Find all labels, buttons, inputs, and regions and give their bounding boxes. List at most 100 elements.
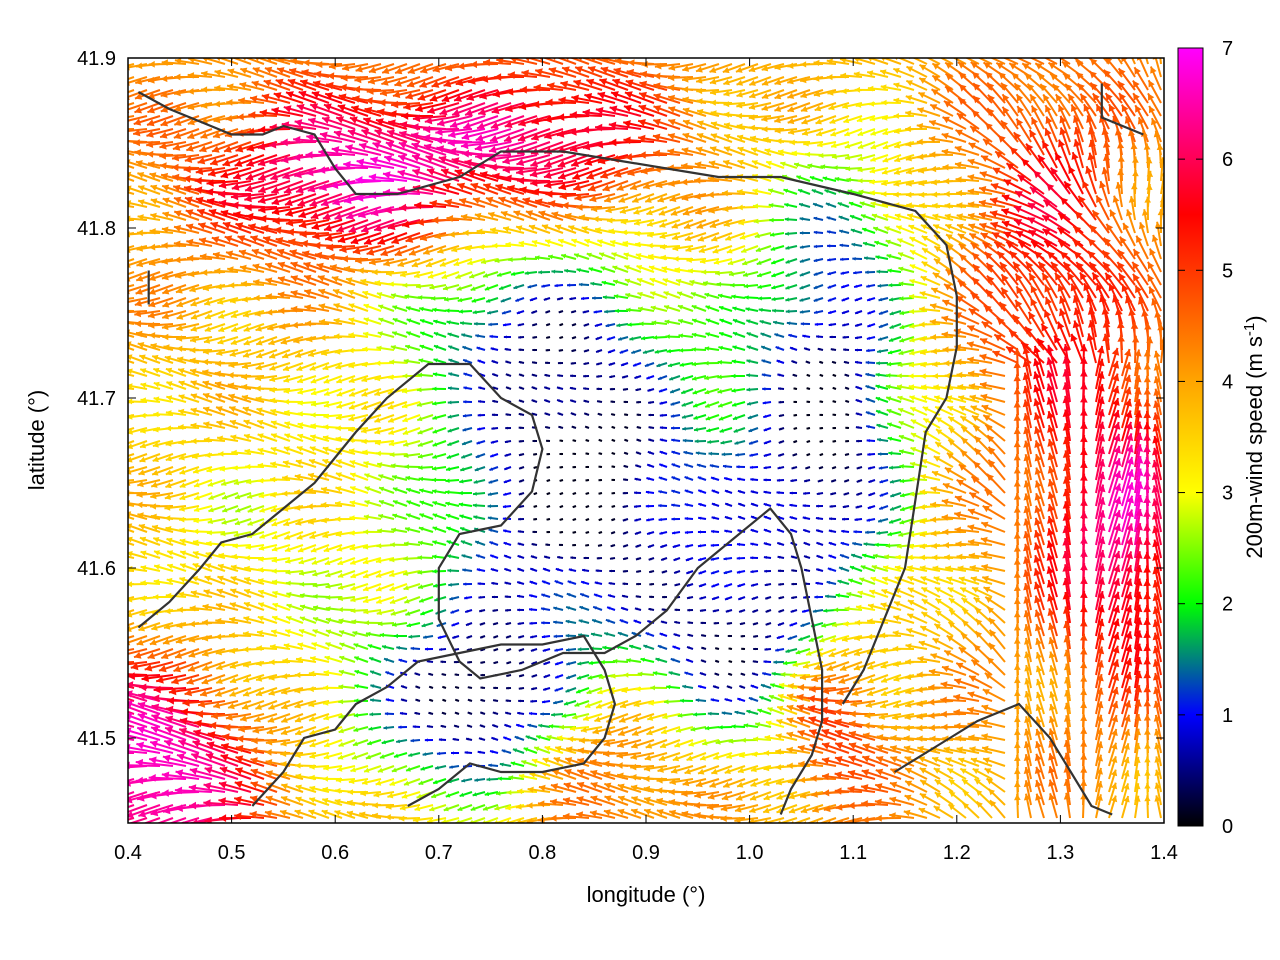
wind-arrow-head [724,133,731,140]
wind-arrow-head [805,151,811,158]
wind-arrow-head [454,169,463,177]
wind-arrow-head [1027,83,1035,91]
wind-arrow-head [273,92,282,100]
wind-arrow-head [194,176,202,185]
wind-arrow-head [681,194,689,202]
wind-arrow-head [183,175,191,183]
wind-arrow-head [943,178,950,185]
wind-arrow-head [857,155,864,161]
wind-arrow-head [625,79,634,87]
wind-arrow-head [464,159,472,167]
wind-arrow-head [455,78,464,87]
wind-arrow-head [774,127,781,134]
wind-arrow-head [618,196,626,203]
wind-arrow-head [1034,52,1041,58]
wind-arrow-head [780,161,786,167]
wind-arrow-head [376,118,384,126]
wind-arrow-head [1083,104,1091,112]
wind-arrow-head [1048,50,1055,57]
wind-arrow-head [1087,127,1096,135]
wind-arrow-head [1121,104,1129,113]
wind-arrow-head [174,58,182,65]
wind-arrow-head [258,125,266,134]
wind-arrow-head [112,468,118,474]
wind-arrow-head [254,58,259,62]
wind-arrow-head [516,158,525,167]
wind-arrow-head [355,176,363,184]
wind-arrow-head [807,163,813,169]
wind-arrow-head [328,62,336,70]
wind-arrow-head [789,139,795,146]
wind-arrow-head [942,164,949,171]
wind-arrow-head [200,132,208,139]
wind-arrow-head [389,110,397,118]
wind-arrow-head [235,145,244,153]
wind-arrow-head [750,135,757,142]
wind-arrow-head [840,58,847,64]
wind-arrow-head [432,65,441,73]
wind-arrow-head [1003,179,1012,187]
wind-arrow-head [815,118,822,125]
wind-arrow-head [1058,104,1065,113]
wind-arrow-head [363,117,372,125]
wind-arrow-head [227,83,234,90]
wind-arrow-head [1068,94,1075,102]
wind-arrow-head [113,355,120,361]
wind-arrow-head [1013,132,1022,141]
wind-arrow-head [653,105,662,113]
wind-arrow-head [801,105,808,112]
wind-arrow-head [1103,69,1111,78]
wind-arrow [128,76,135,81]
wind-arrow-head [853,71,860,78]
wind-arrow [128,164,135,169]
wind-arrow-head [667,74,675,82]
wind-arrow-head [218,190,226,198]
wind-arrow-head [271,197,280,206]
wind-arrow-head [280,138,288,147]
wind-arrow-head [135,78,143,85]
wind-arrow-head [263,79,272,87]
wind-arrow-head [787,117,795,125]
wind-arrow-head [1075,60,1084,68]
wind-arrow-head [545,190,553,198]
wind-arrow-head [1132,156,1139,163]
wind-arrow [897,58,915,65]
wind-arrow-head [800,76,807,84]
wind-arrow-head [423,125,431,134]
wind-arrow-head [930,165,937,173]
wind-arrow-head [581,125,590,134]
wind-arrow-head [306,168,314,177]
wind-arrow-head [356,158,365,167]
wind-arrow-head [111,275,118,281]
wind-arrow-head [237,113,244,121]
wind-arrow-head [625,153,633,161]
wind-arrow-head [802,130,809,136]
wind-arrow-head [532,100,540,109]
wind-arrow-head [967,188,975,195]
wind-arrow-head [544,160,553,168]
wind-arrow-head [748,103,756,110]
wind-arrow-head [894,169,900,175]
wind-arrow-head [258,186,267,194]
wind-arrow [128,177,135,182]
wind-arrow-head [1119,93,1126,101]
wind-arrow-head [399,121,408,129]
wind-arrow-head [382,67,390,74]
wind-arrow-head [1071,104,1078,112]
wind-arrow-head [516,168,524,176]
wind-arrow-head [113,456,119,462]
wind-arrow-head [630,183,638,191]
wind-arrow-head [271,186,280,194]
wind-arrow-head [1045,105,1052,113]
wind-arrow-head [1002,106,1010,115]
wind-arrow-head [323,103,332,111]
wind-arrow-head [1052,84,1060,92]
wind-arrow-head [216,58,221,62]
wind-arrow-head [225,115,233,122]
wind-arrow-head [595,107,604,115]
wind-arrow-head [340,74,348,82]
wind-arrow-head [488,145,497,154]
wind-arrow-head [830,131,837,137]
wind-arrow-head [461,141,469,150]
wind-arrow-head [929,119,937,127]
